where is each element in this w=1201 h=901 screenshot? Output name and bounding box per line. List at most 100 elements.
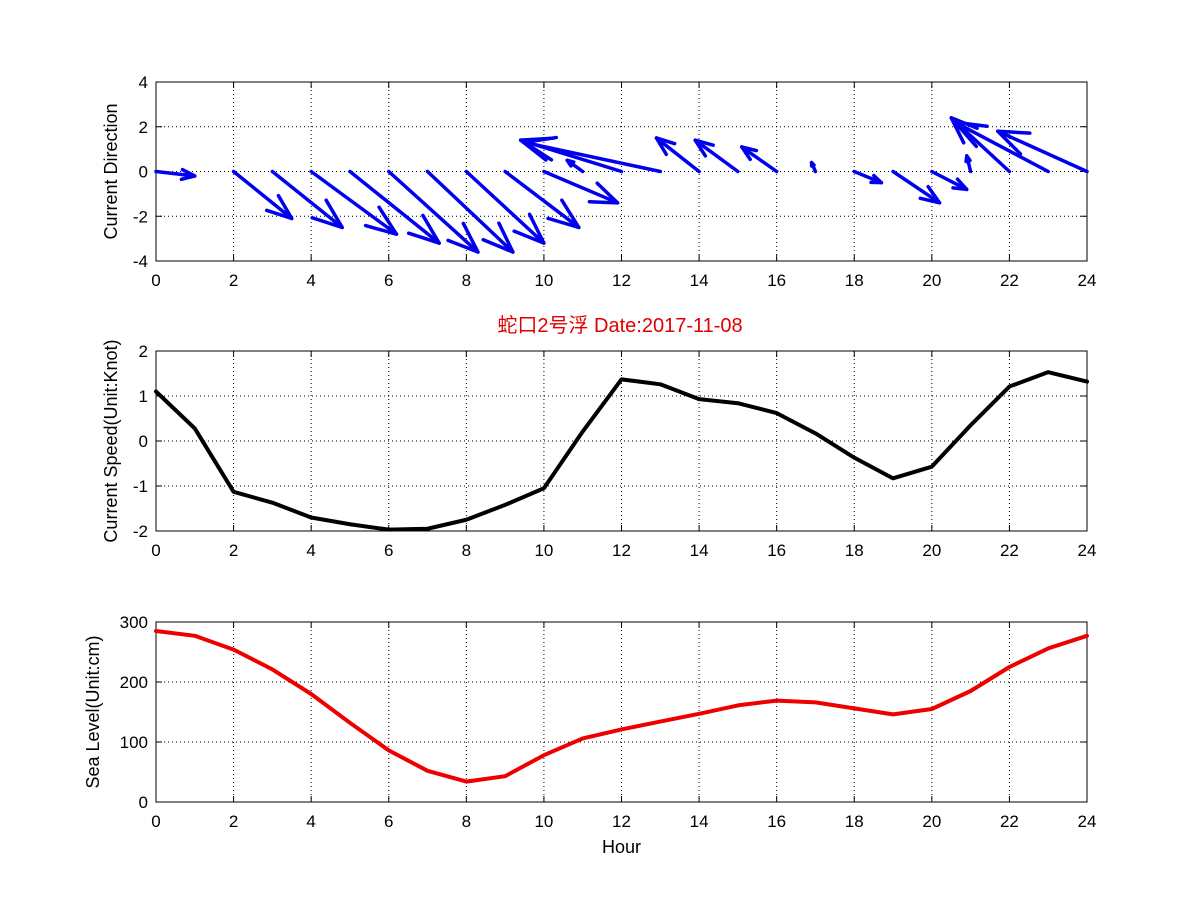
y-tick-label: 200: [120, 673, 148, 692]
arrow-head: [654, 136, 677, 157]
axes-box: [155, 350, 1088, 532]
arrow-head: [406, 213, 441, 245]
arrow-head: [953, 120, 989, 149]
arrow-shaft: [542, 169, 620, 205]
current-arrow: [740, 145, 779, 174]
arrow-head: [446, 221, 480, 254]
y-axis-label: Current Direction: [101, 103, 121, 239]
arrow-shaft: [522, 140, 663, 174]
arrow-head: [546, 198, 581, 230]
x-tick-label: 6: [384, 812, 393, 831]
x-tick-label: 6: [384, 271, 393, 290]
x-tick-label: 0: [151, 541, 160, 560]
y-axis-label: Sea Level(Unit:cm): [83, 635, 103, 788]
arrow-shaft: [425, 169, 515, 254]
arrow-shaft: [464, 169, 546, 245]
arrow-head: [512, 212, 546, 245]
current-arrow: [654, 136, 701, 174]
arrow-head: [740, 145, 759, 162]
x-tick-label: 12: [612, 271, 631, 290]
x-tick-label: 22: [1000, 812, 1019, 831]
current-arrow: [270, 169, 344, 230]
y-tick-label: -2: [133, 207, 148, 226]
arrow-shaft: [231, 169, 294, 221]
x-tick-label: 18: [845, 541, 864, 560]
x-axis-label: Hour: [602, 837, 641, 857]
current-arrow: [348, 169, 441, 245]
x-tick-label: 16: [767, 271, 786, 290]
x-tick-label: 16: [767, 812, 786, 831]
arrow-shaft: [891, 169, 942, 205]
arrow-shaft: [348, 169, 441, 245]
x-tick-label: 14: [690, 812, 709, 831]
series-line: [154, 629, 1089, 784]
x-tick-label: 4: [306, 541, 315, 560]
arrow-head: [179, 167, 197, 182]
axes-box: [155, 621, 1088, 803]
arrow-shaft: [309, 169, 399, 236]
current-arrow: [693, 138, 740, 174]
arrow-head: [964, 154, 972, 164]
y-tick-label: -4: [133, 252, 148, 271]
x-tick-label: 2: [229, 271, 238, 290]
current-arrow: [852, 169, 884, 185]
current-arrow: [964, 154, 973, 174]
arrow-shaft: [740, 145, 779, 174]
y-axis-label: Current Speed(Unit:Knot): [101, 339, 121, 542]
current-arrow: [930, 169, 969, 192]
arrow-shaft: [154, 169, 197, 178]
y-tick-label: -1: [133, 477, 148, 496]
x-tick-label: 10: [534, 541, 553, 560]
y-tick-label: 0: [139, 163, 148, 182]
x-tick-label: 6: [384, 541, 393, 560]
arrow-head: [951, 177, 969, 192]
arrow-head: [693, 138, 715, 158]
y-tick-label: 0: [139, 432, 148, 451]
current-arrow: [464, 169, 546, 245]
y-tick-label: 100: [120, 733, 148, 752]
current-arrow: [387, 169, 480, 254]
current-arrow: [154, 167, 197, 182]
arrow-shaft: [996, 129, 1089, 174]
current-arrow: [231, 169, 294, 221]
x-tick-label: 2: [229, 812, 238, 831]
arrow-head: [587, 181, 620, 205]
y-tick-label: 300: [120, 613, 148, 632]
current-arrow: [522, 135, 663, 174]
current-arrow: [809, 160, 818, 174]
y-tick-label: 0: [139, 793, 148, 812]
y-tick-label: 2: [139, 342, 148, 361]
x-tick-label: 22: [1000, 541, 1019, 560]
x-tick-label: 12: [612, 541, 631, 560]
x-tick-label: 8: [462, 271, 471, 290]
x-tick-label: 8: [462, 541, 471, 560]
arrow-shaft: [693, 138, 740, 174]
arrow-shaft: [930, 169, 969, 192]
arrow-shaft: [270, 169, 344, 230]
x-tick-label: 2: [229, 541, 238, 560]
arrow-shaft: [503, 169, 581, 230]
arrow-head: [310, 198, 344, 230]
current-arrow: [996, 129, 1089, 174]
x-tick-label: 20: [922, 271, 941, 290]
x-tick-label: 12: [612, 812, 631, 831]
x-tick-label: 0: [151, 271, 160, 290]
x-tick-label: 24: [1078, 541, 1097, 560]
arrow-head: [363, 205, 399, 236]
current-arrow: [309, 169, 399, 236]
x-tick-label: 10: [534, 271, 553, 290]
x-tick-label: 24: [1078, 271, 1097, 290]
x-tick-label: 14: [690, 541, 709, 560]
x-tick-label: 4: [306, 271, 315, 290]
x-tick-label: 22: [1000, 271, 1019, 290]
y-tick-label: -2: [133, 522, 148, 541]
current-arrow: [542, 169, 620, 205]
arrow-head: [481, 221, 515, 254]
x-tick-label: 8: [462, 812, 471, 831]
arrow-head: [522, 135, 558, 162]
x-tick-label: 18: [845, 812, 864, 831]
